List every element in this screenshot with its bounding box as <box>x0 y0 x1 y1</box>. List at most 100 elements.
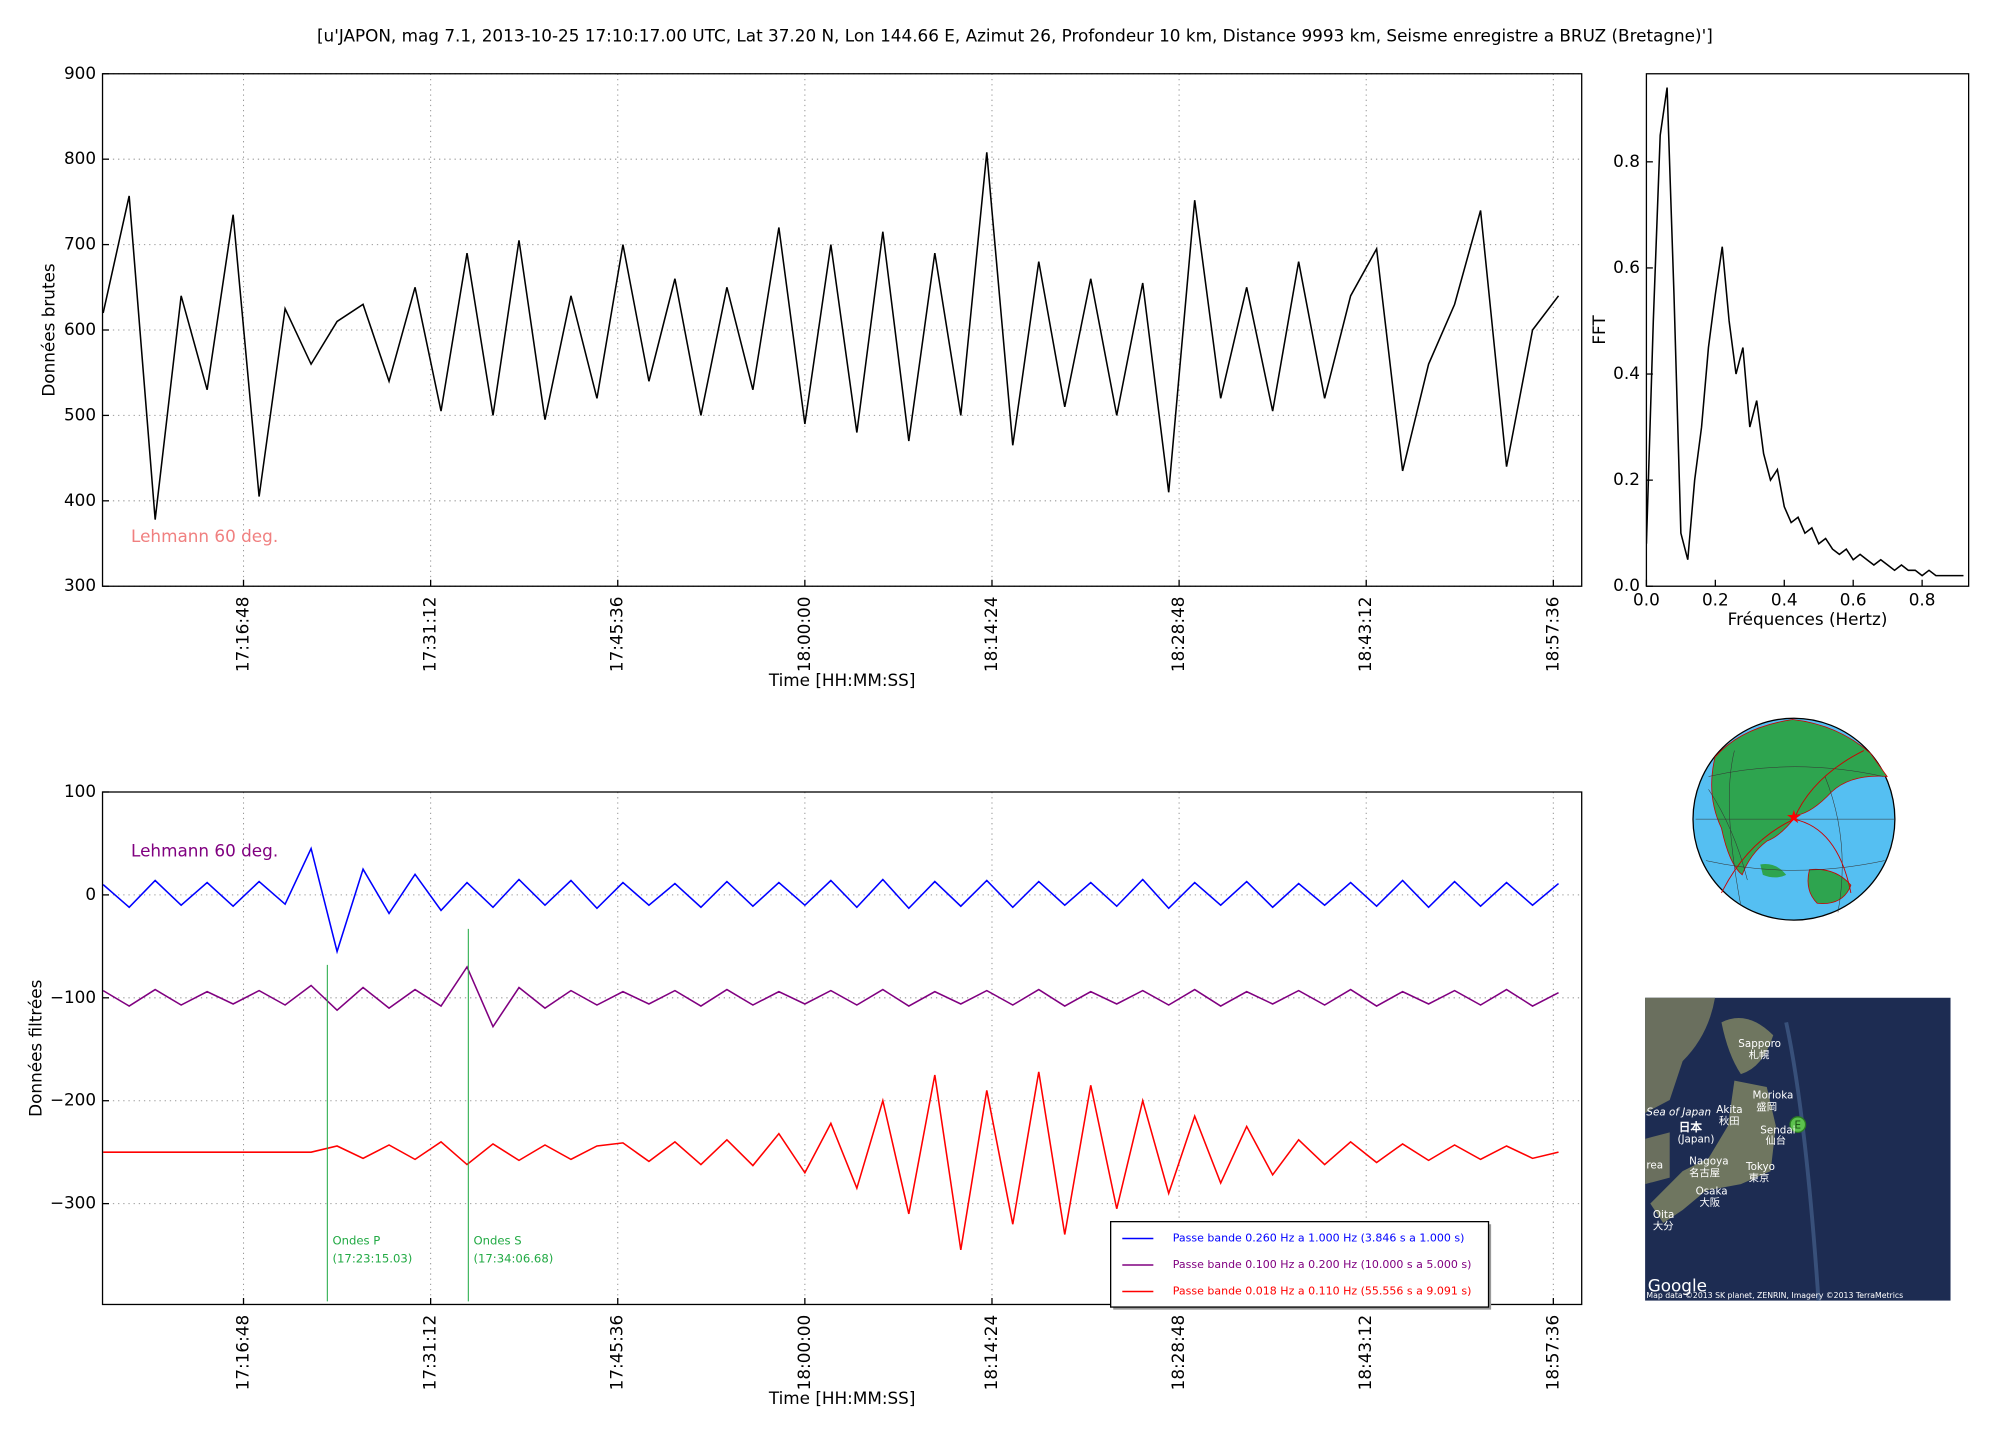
y-tick-label: −300 <box>50 1193 96 1213</box>
map-label: 札幌 <box>1749 1049 1770 1062</box>
y-tick-label: 500 <box>64 404 96 424</box>
map-label: 東京 <box>1749 1172 1770 1185</box>
map-marker <box>1789 1116 1807 1134</box>
map-label: 大分 <box>1653 1219 1674 1232</box>
x-tick-label: 18:14:24 <box>981 1315 1001 1391</box>
wave-label: Ondes P <box>333 1233 381 1247</box>
map-label: 盛岡 <box>1756 1100 1777 1113</box>
map-land <box>1721 1018 1774 1075</box>
wave-label: Ondes S <box>473 1233 521 1247</box>
y-tick-label: 0.4 <box>1613 363 1640 383</box>
globe-land <box>1807 868 1852 904</box>
y-tick-label: 600 <box>64 319 96 339</box>
map-land <box>1650 1080 1776 1223</box>
y-axis-label: Données brutes <box>39 263 59 396</box>
map-label: Akita <box>1716 1104 1742 1116</box>
map-label: 秋田 <box>1719 1115 1740 1128</box>
plot-frame <box>1645 73 1970 587</box>
wave-time: (17:23:15.03) <box>333 1252 413 1266</box>
y-tick-label: 0.6 <box>1613 257 1640 277</box>
x-axis-label: Time [HH:MM:SS] <box>768 1388 916 1408</box>
y-tick-label: 0.8 <box>1613 151 1640 171</box>
map-attribution: Map data ©2013 SK planet, ZENRIN, Imager… <box>1646 1291 1903 1300</box>
map-label: Sendai <box>1760 1125 1795 1137</box>
series-line <box>102 965 1559 1029</box>
plot-frame <box>101 791 1583 1306</box>
x-tick-label: 0.2 <box>1702 590 1729 610</box>
x-tick-label: 17:31:12 <box>420 1315 440 1391</box>
y-axis-label: FFT <box>1589 315 1609 345</box>
y-tick-label: 700 <box>64 234 96 254</box>
x-tick-label: 18:43:12 <box>1355 597 1375 673</box>
y-tick-label: −100 <box>50 987 96 1007</box>
x-axis-label: Time [HH:MM:SS] <box>768 670 916 690</box>
map-land <box>1645 1132 1670 1185</box>
x-tick-label: 17:31:12 <box>420 597 440 673</box>
x-tick-label: 18:57:36 <box>1542 1315 1562 1391</box>
y-tick-label: 100 <box>64 781 96 801</box>
x-tick-label: 18:28:48 <box>1168 1315 1188 1391</box>
map-label: rea <box>1646 1160 1663 1172</box>
legend-label: Passe bande 0.260 Hz a 1.000 Hz (3.846 s… <box>1173 1231 1465 1244</box>
x-tick-label: 18:57:36 <box>1542 597 1562 673</box>
satellite-map: E Sapporo 札幌 Sea of Japan Akita 秋田 Morio… <box>1645 997 1951 1301</box>
x-tick-label: 17:45:36 <box>607 597 627 673</box>
globe-plate-lines <box>1721 750 1865 894</box>
x-tick-label: 17:16:48 <box>233 597 253 673</box>
y-tick-label: 800 <box>64 148 96 168</box>
map-marker-label: E <box>1795 1119 1802 1131</box>
plot-area <box>102 792 1582 1305</box>
x-tick-label: 17:16:48 <box>233 1315 253 1391</box>
x-tick-label: 17:45:36 <box>607 1315 627 1391</box>
y-tick-label: −200 <box>50 1090 96 1110</box>
x-tick-label: 0.4 <box>1771 590 1798 610</box>
y-tick-label: 0.0 <box>1613 575 1640 595</box>
y-axis-label: Données filtrées <box>26 980 46 1117</box>
globe-land <box>1760 864 1787 878</box>
wave-time: (17:34:06.68) <box>473 1252 553 1266</box>
figure-title: [u'JAPON, mag 7.1, 2013-10-25 17:10:17.0… <box>317 25 1713 45</box>
map-label: Morioka <box>1753 1090 1794 1102</box>
map-trench <box>1784 1021 1821 1301</box>
y-tick-label: 0 <box>85 884 96 904</box>
map-label: Sea of Japan <box>1646 1107 1711 1119</box>
map-label: (Japan) <box>1677 1134 1714 1146</box>
series-line <box>1646 87 1964 577</box>
map-label: Oita <box>1653 1209 1674 1221</box>
globe: ★ <box>1692 717 1896 921</box>
x-tick-label: 0.8 <box>1909 590 1936 610</box>
x-tick-label: 18:00:00 <box>794 1315 814 1391</box>
map-ocean <box>1645 997 1951 1301</box>
legend-label: Passe bande 0.018 Hz a 0.110 Hz (55.556 … <box>1173 1285 1472 1298</box>
x-tick-label: 18:14:24 <box>981 597 1001 673</box>
x-tick-label: 18:00:00 <box>794 597 814 673</box>
map-label: 日本 <box>1679 1120 1703 1134</box>
map-label: 仙台 <box>1765 1134 1786 1147</box>
y-tick-label: 900 <box>64 63 96 83</box>
map-label: Tokyo <box>1745 1161 1775 1173</box>
x-axis-label: Fréquences (Hertz) <box>1728 609 1888 629</box>
map-label: Osaka <box>1696 1185 1728 1197</box>
series-line <box>103 1071 1559 1251</box>
globe-land <box>1711 719 1888 876</box>
annotation: Lehmann 60 deg. <box>131 526 278 546</box>
series-line <box>102 846 1560 955</box>
plot-area <box>1646 73 1969 587</box>
annotation: Lehmann 60 deg. <box>131 841 278 861</box>
map-label: Sapporo <box>1738 1038 1781 1050</box>
legend <box>1110 1221 1490 1308</box>
y-tick-label: 300 <box>64 575 96 595</box>
map-label: 大阪 <box>1699 1196 1720 1209</box>
x-tick-label: 18:28:48 <box>1168 597 1188 673</box>
map-logo: Google <box>1648 1276 1707 1296</box>
series-line <box>102 152 1560 520</box>
x-tick-label: 18:43:12 <box>1355 1315 1375 1391</box>
x-tick-label: 0.0 <box>1633 590 1660 610</box>
y-tick-label: 0.2 <box>1613 469 1640 489</box>
map-label: Nagoya <box>1689 1156 1728 1168</box>
x-tick-label: 0.6 <box>1840 590 1867 610</box>
map-land <box>1645 997 1715 1113</box>
legend-label: Passe bande 0.100 Hz a 0.200 Hz (10.000 … <box>1173 1258 1472 1271</box>
map-label: 名古屋 <box>1689 1166 1720 1179</box>
